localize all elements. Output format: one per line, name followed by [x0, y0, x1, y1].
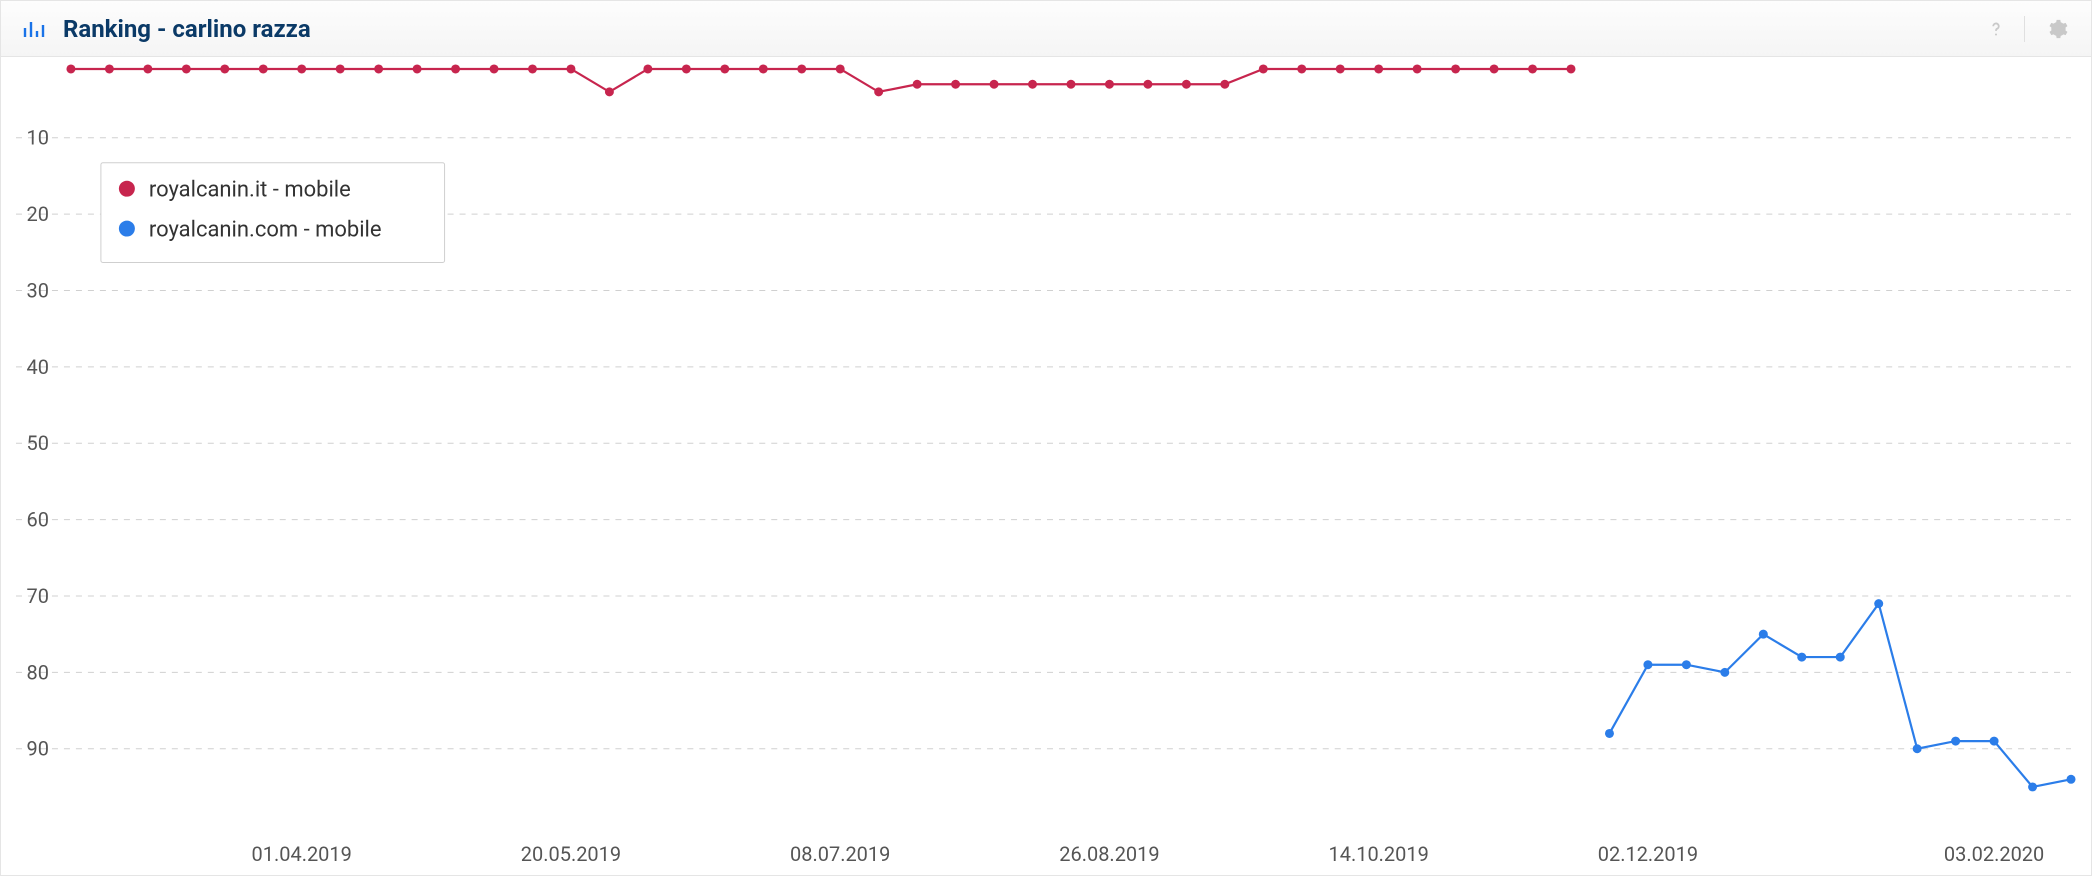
- legend-marker[interactable]: [119, 181, 135, 197]
- y-tick-label: 60: [26, 508, 48, 532]
- series-point-s1: [643, 64, 652, 73]
- series-point-s1: [836, 64, 845, 73]
- series-point-s1: [413, 64, 422, 73]
- series-point-s1: [1066, 80, 1075, 89]
- series-point-s1: [66, 64, 75, 73]
- series-point-s1: [566, 64, 575, 73]
- series-point-s1: [605, 87, 614, 96]
- series-point-s1: [990, 80, 999, 89]
- ranking-line-chart: 10 20 30 40 50 60 70 80 90 01.04.2019 20.05.2019 08…: [1, 57, 2091, 875]
- series-point-s2: [1990, 737, 1999, 746]
- series-point-s1: [490, 64, 499, 73]
- series-point-s1: [374, 64, 383, 73]
- legend-label[interactable]: royalcanin.com - mobile: [149, 218, 382, 243]
- ranking-panel: Ranking - carlino razza 10 20 30 40 50 60 70 80…: [0, 0, 2092, 876]
- x-tick-label: 01.04.2019: [252, 842, 352, 866]
- series-point-s1: [1028, 80, 1037, 89]
- legend-label[interactable]: royalcanin.it - mobile: [149, 178, 351, 203]
- series-point-s1: [220, 64, 229, 73]
- series-point-s1: [182, 64, 191, 73]
- y-tick-label: 10: [26, 126, 48, 150]
- series-point-s2: [1682, 660, 1691, 669]
- x-tick-label: 14.10.2019: [1329, 842, 1429, 866]
- y-tick-label: 20: [26, 202, 48, 226]
- chart-area: 10 20 30 40 50 60 70 80 90 01.04.2019 20.05.2019 08…: [1, 57, 2091, 875]
- panel-header: Ranking - carlino razza: [1, 1, 2091, 57]
- series-point-s1: [451, 64, 460, 73]
- series-point-s1: [1413, 64, 1422, 73]
- series-point-s1: [1374, 64, 1383, 73]
- series-point-s1: [951, 80, 960, 89]
- series-point-s2: [1913, 744, 1922, 753]
- series-point-s1: [1182, 80, 1191, 89]
- header-divider: [2024, 16, 2025, 42]
- series-point-s2: [1797, 653, 1806, 662]
- series-point-s1: [528, 64, 537, 73]
- y-tick-label: 50: [26, 431, 48, 455]
- bar-chart-icon: [21, 17, 45, 41]
- series-point-s2: [1720, 668, 1729, 677]
- x-tick-label: 02.12.2019: [1598, 842, 1698, 866]
- series-point-s1: [259, 64, 268, 73]
- y-tick-label: 80: [26, 660, 48, 684]
- series-point-s2: [1836, 653, 1845, 662]
- series-point-s2: [1605, 729, 1614, 738]
- x-tick-label: 26.08.2019: [1059, 842, 1159, 866]
- series-point-s1: [682, 64, 691, 73]
- y-tick-label: 40: [26, 355, 48, 379]
- y-tick-label: 90: [26, 737, 48, 761]
- panel-title: Ranking - carlino razza: [63, 15, 311, 43]
- x-tick-label: 08.07.2019: [790, 842, 890, 866]
- series-point-s1: [1528, 64, 1537, 73]
- y-tick-label: 70: [26, 584, 48, 608]
- series-point-s1: [913, 80, 922, 89]
- series-point-s2: [1759, 630, 1768, 639]
- series-point-s1: [759, 64, 768, 73]
- series-point-s1: [1220, 80, 1229, 89]
- series-point-s2: [1951, 737, 1960, 746]
- series-point-s1: [1490, 64, 1499, 73]
- series-point-s1: [105, 64, 114, 73]
- series-point-s1: [143, 64, 152, 73]
- series-point-s1: [797, 64, 806, 73]
- gear-icon[interactable]: [2043, 15, 2071, 43]
- x-tick-label: 03.02.2020: [1944, 842, 2044, 866]
- series-line-s1: [71, 69, 1571, 92]
- series-point-s1: [1336, 64, 1345, 73]
- series-point-s1: [1259, 64, 1268, 73]
- series-point-s1: [1451, 64, 1460, 73]
- series-point-s1: [1567, 64, 1576, 73]
- series-point-s1: [1105, 80, 1114, 89]
- series-point-s1: [1297, 64, 1306, 73]
- series-point-s1: [720, 64, 729, 73]
- y-tick-label: 30: [26, 278, 48, 302]
- x-tick-label: 20.05.2019: [521, 842, 621, 866]
- series-point-s1: [336, 64, 345, 73]
- series-line-s2: [1609, 604, 2071, 787]
- series-point-s1: [297, 64, 306, 73]
- legend-marker[interactable]: [119, 221, 135, 237]
- help-icon[interactable]: [1982, 15, 2010, 43]
- series-point-s1: [1143, 80, 1152, 89]
- series-point-s2: [2028, 782, 2037, 791]
- series-point-s2: [1643, 660, 1652, 669]
- series-point-s1: [874, 87, 883, 96]
- series-point-s2: [1874, 599, 1883, 608]
- series-point-s2: [2067, 775, 2076, 784]
